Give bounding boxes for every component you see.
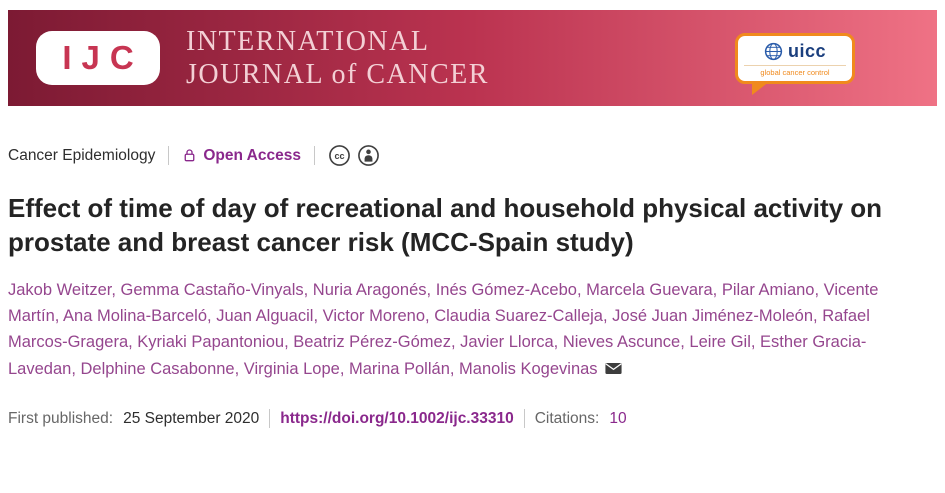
ijc-logo[interactable]: IJC bbox=[36, 31, 160, 85]
author-link[interactable]: Inés Gómez-Acebo bbox=[435, 280, 577, 299]
divider bbox=[269, 409, 271, 429]
author-link[interactable]: Kyriaki Papantoniou bbox=[137, 333, 285, 352]
cc-license-icon[interactable]: cc bbox=[328, 144, 351, 167]
author-link[interactable]: Beatriz Pérez-Gómez bbox=[293, 333, 451, 352]
author-link[interactable]: Virginia Lope bbox=[243, 359, 340, 378]
svg-text:cc: cc bbox=[334, 151, 344, 161]
open-access-badge[interactable]: Open Access bbox=[182, 147, 301, 165]
author-link[interactable]: Claudia Suarez-Calleja bbox=[434, 307, 603, 326]
publication-info-row: First published: 25 September 2020 https… bbox=[8, 409, 937, 429]
first-published-label: First published: bbox=[8, 409, 114, 427]
article-title: Effect of time of day of recreational an… bbox=[8, 193, 883, 258]
author-link[interactable]: Javier Llorca bbox=[460, 333, 554, 352]
author-link[interactable]: Nieves Ascunce bbox=[562, 333, 681, 352]
author-link[interactable]: Marina Pollán bbox=[348, 359, 450, 378]
authors-block: Jakob Weitzer, Gemma Castaño-Vinyals, Nu… bbox=[8, 277, 928, 384]
uicc-logo-row: uicc bbox=[764, 41, 826, 62]
lock-icon bbox=[184, 149, 195, 162]
author-link[interactable]: José Juan Jiménez-Moleón bbox=[612, 307, 814, 326]
open-access-label: Open Access bbox=[203, 146, 301, 164]
ijc-logo-text: IJC bbox=[62, 39, 144, 76]
uicc-logo-text: uicc bbox=[787, 40, 827, 61]
author-link[interactable]: Manolis Kogevinas bbox=[459, 359, 598, 378]
uicc-tagline: global cancer control bbox=[744, 64, 846, 77]
author-link[interactable]: Delphine Casabonne bbox=[80, 359, 235, 378]
cc-by-icon[interactable] bbox=[357, 144, 380, 167]
article-meta-row: Cancer Epidemiology Open Access cc bbox=[8, 144, 937, 167]
author-link[interactable]: Nuria Aragonés bbox=[312, 280, 427, 299]
journal-title-line1: INTERNATIONAL bbox=[186, 25, 430, 57]
author-link[interactable]: Marcela Guevara bbox=[586, 280, 713, 299]
journal-banner: IJC INTERNATIONAL JOURNAL of CANCER uicc… bbox=[8, 10, 937, 106]
authors-list: Jakob Weitzer, Gemma Castaño-Vinyals, Nu… bbox=[8, 280, 879, 378]
author-link[interactable]: Victor Moreno bbox=[322, 307, 426, 326]
license-icons: cc bbox=[328, 144, 380, 167]
doi-link[interactable]: https://doi.org/10.1002/ijc.33310 bbox=[280, 409, 514, 427]
author-link[interactable]: Gemma Castaño-Vinyals bbox=[120, 280, 304, 299]
author-link[interactable]: Rafael Marcos-Gragera bbox=[8, 307, 870, 352]
author-link[interactable]: Esther Gracia-Lavedan bbox=[8, 333, 867, 378]
email-icon[interactable] bbox=[604, 357, 622, 383]
journal-title: INTERNATIONAL JOURNAL of CANCER bbox=[186, 25, 489, 91]
first-published-date: 25 September 2020 bbox=[123, 409, 260, 427]
divider bbox=[313, 146, 315, 165]
divider bbox=[523, 409, 525, 429]
citations-label: Citations: bbox=[534, 409, 600, 427]
category-link[interactable]: Cancer Epidemiology bbox=[8, 146, 156, 164]
author-link[interactable]: Leire Gil bbox=[689, 333, 751, 352]
globe-icon bbox=[764, 42, 783, 60]
author-link[interactable]: Juan Alguacil bbox=[216, 307, 314, 326]
author-link[interactable]: Pilar Amiano bbox=[721, 280, 815, 299]
author-link[interactable]: Vicente Martín bbox=[8, 280, 879, 326]
divider bbox=[168, 146, 170, 165]
citations-count[interactable]: 10 bbox=[609, 409, 627, 427]
author-link[interactable]: Ana Molina-Barceló bbox=[63, 307, 208, 326]
journal-title-line2: JOURNAL of CANCER bbox=[186, 59, 489, 90]
uicc-logo[interactable]: uicc global cancer control bbox=[735, 32, 855, 95]
author-link[interactable]: Jakob Weitzer bbox=[8, 280, 112, 299]
